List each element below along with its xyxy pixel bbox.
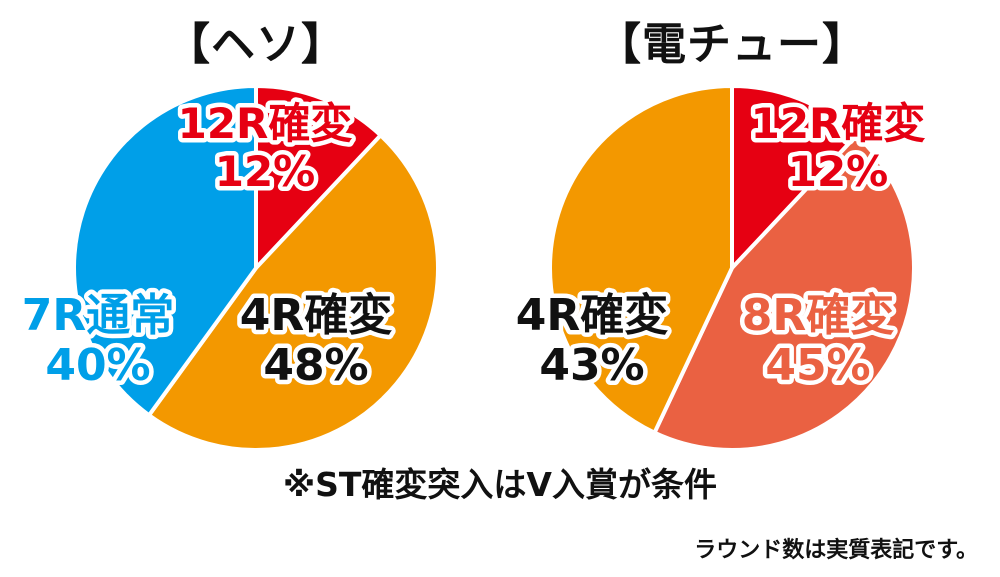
denchu-slice-0-label: 12R確変 — [751, 99, 926, 148]
denchu-slice-1 — [652, 133, 916, 452]
heso-slice-0-value-label: 12% — [215, 147, 316, 196]
heso-slice-2 — [72, 84, 258, 418]
heso-slice-0 — [254, 84, 383, 270]
denchu-chart-title: 【電チュー】 — [597, 19, 867, 70]
st-condition-note: ※ST確変突入はV入賞が条件 — [283, 465, 717, 504]
heso-slice-2-label: 7R通常 — [22, 290, 175, 341]
denchu-slice-2-value-label: 43% — [539, 340, 644, 391]
denchu-slice-2 — [548, 84, 734, 435]
heso-slice-2-value-label: 40% — [45, 340, 150, 391]
heso-slice-1-value-label: 48% — [263, 340, 368, 391]
denchu-slice-1-label: 8R確変 — [742, 290, 895, 341]
heso-slice-0-label: 12R確変 — [178, 99, 353, 148]
denchu-slice-0-value-label: 12% — [788, 147, 889, 196]
denchu-slice-1-value-label: 45% — [765, 340, 870, 391]
heso-slice-1-label: 4R確変 — [240, 290, 393, 341]
denchu-slice-0 — [730, 84, 859, 270]
heso-chart-title: 【ヘソ】 — [166, 19, 346, 70]
heso-slice-1 — [147, 133, 440, 452]
denchu-slice-2-label: 4R確変 — [516, 290, 669, 341]
round-count-footnote: ラウンド数は実質表記です。 — [694, 538, 978, 563]
